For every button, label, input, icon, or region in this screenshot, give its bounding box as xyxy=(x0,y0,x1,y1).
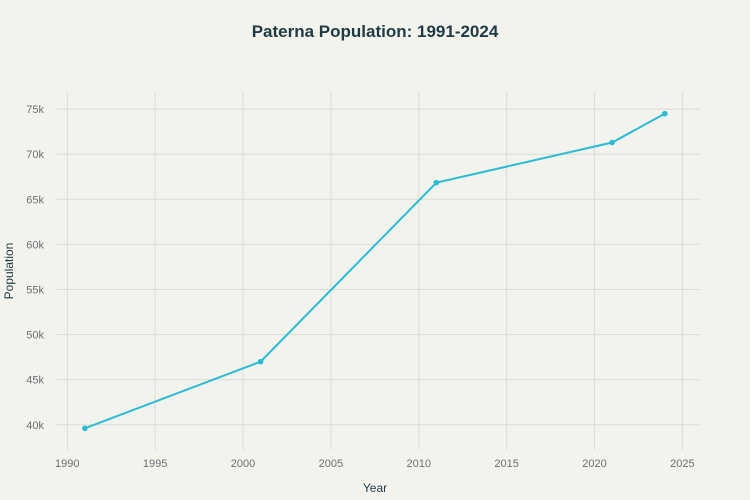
x-tick-label: 2000 xyxy=(231,458,255,470)
y-tick-label: 55k xyxy=(26,284,44,296)
data-point xyxy=(82,425,88,432)
series-line xyxy=(84,112,666,430)
tick-labels: 1990 1995 2000 2005 2010 2015 2020 2025 40k 45k 50… xyxy=(26,104,694,470)
y-tick-label: 40k xyxy=(26,420,44,432)
x-tick-label: 2020 xyxy=(582,458,606,470)
x-axis-label: Year xyxy=(363,481,387,495)
grid xyxy=(55,92,700,450)
x-tick-label: 2010 xyxy=(407,458,431,470)
y-tick-label: 50k xyxy=(26,330,44,342)
data-point xyxy=(257,358,264,365)
chart-title: Paterna Population: 1991-2024 xyxy=(252,22,499,41)
x-tick-label: 2025 xyxy=(670,458,694,470)
y-tick-label: 75k xyxy=(26,104,44,116)
y-axis-label: Population xyxy=(2,243,16,300)
y-tick-label: 65k xyxy=(26,194,44,206)
x-tick-label: 2005 xyxy=(319,458,343,470)
data-point xyxy=(609,139,615,146)
y-tick-label: 60k xyxy=(26,239,44,251)
x-tick-label: 1995 xyxy=(143,458,167,470)
data-point xyxy=(433,179,440,186)
x-tick-label: 2015 xyxy=(494,458,518,470)
y-tick-label: 45k xyxy=(26,375,44,387)
data-point xyxy=(662,110,668,117)
x-tick-label: 1990 xyxy=(55,458,79,470)
y-tick-label: 70k xyxy=(26,149,44,161)
series xyxy=(82,110,668,432)
